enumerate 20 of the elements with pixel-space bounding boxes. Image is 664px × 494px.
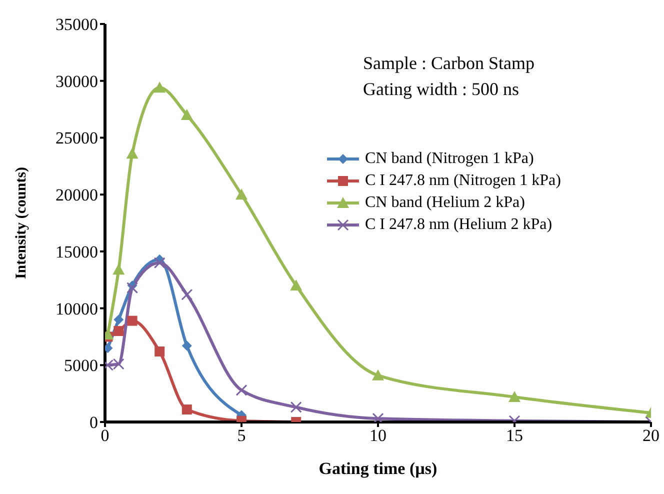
legend-label: CN band (Helium 2 kPa): [365, 193, 525, 213]
legend-label: CN band (Nitrogen 1 kPa): [365, 149, 534, 169]
x-tick-label: 5: [237, 426, 246, 446]
annotation: Sample : Carbon Stamp: [363, 52, 534, 75]
y-axis-title: Intensity (counts): [13, 166, 30, 280]
y-tick-label: 10000: [56, 299, 98, 318]
annotation: Gating width : 500 ns: [363, 78, 520, 101]
y-tick-label: 35000: [56, 15, 98, 34]
x-tick-label: 20: [642, 426, 660, 446]
x-tick-label: 10: [370, 426, 386, 446]
y-tick-label: 25000: [56, 128, 98, 148]
y-tick-label: 5000: [64, 356, 98, 376]
legend-label: C I 247.8 nm (Helium 2 kPa): [365, 215, 552, 235]
x-tick-label: 15: [506, 426, 523, 446]
y-tick-label: 0: [90, 413, 98, 432]
y-tick-label: 20000: [56, 186, 98, 205]
y-tick-label: 30000: [56, 72, 98, 91]
legend-label: C I 247.8 nm (Nitrogen 1 kPa): [365, 171, 561, 191]
x-axis-title: Gating time (µs): [318, 459, 438, 478]
y-tick-label: 15000: [56, 242, 98, 262]
